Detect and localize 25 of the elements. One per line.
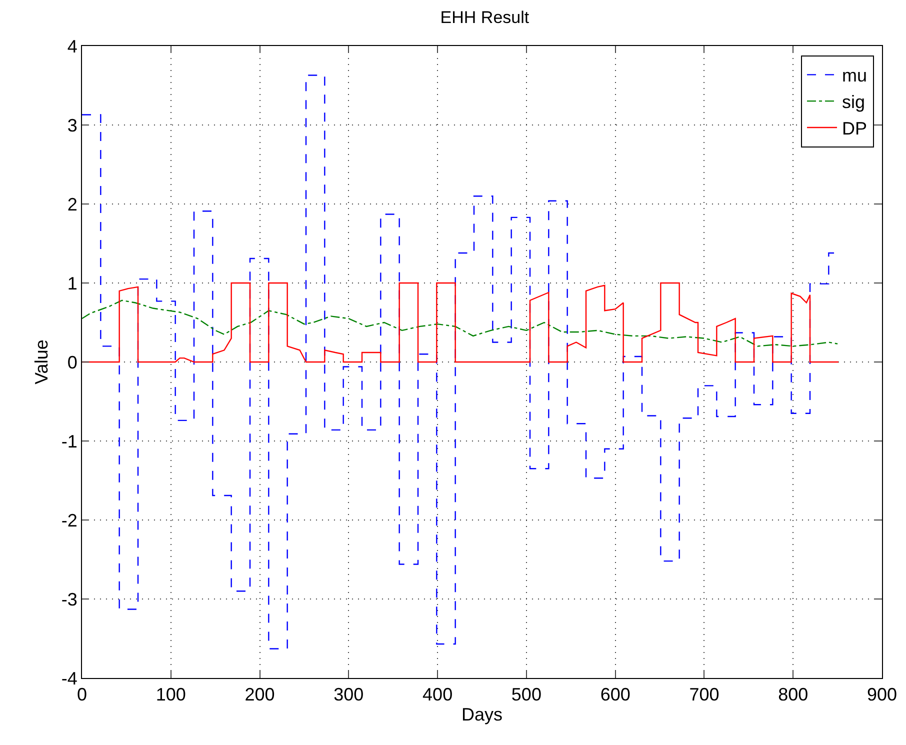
x-tick-label: 600 [600, 684, 630, 705]
y-axis-title: Value [32, 340, 52, 384]
y-tick-label: -1 [61, 431, 78, 452]
y-tick-label: -2 [61, 510, 78, 530]
y-tick-label: 0 [67, 352, 78, 372]
x-tick-label: 300 [334, 684, 364, 705]
x-tick-label: 800 [778, 684, 808, 705]
y-tick-label: 1 [67, 273, 78, 294]
y-tick-label: -3 [61, 589, 78, 610]
chart-title: EHH Result [440, 8, 530, 28]
y-tick-label: 3 [67, 115, 78, 136]
legend-label: mu [842, 66, 868, 86]
x-tick-label: 100 [156, 684, 186, 705]
x-axis-title: Days [461, 704, 503, 725]
y-tick-label: 2 [67, 194, 78, 214]
x-tick-label: 200 [244, 684, 275, 705]
y-tick-label: 4 [67, 36, 78, 56]
legend-label: DP [842, 118, 868, 138]
x-tick-label: 400 [422, 684, 453, 705]
x-tick-label: 700 [689, 684, 720, 705]
y-tick-label: -4 [61, 668, 78, 688]
x-tick-label: 500 [511, 684, 542, 705]
legend-label: sig [842, 92, 866, 112]
line-series [82, 300, 838, 347]
x-tick-label: 900 [866, 684, 898, 705]
